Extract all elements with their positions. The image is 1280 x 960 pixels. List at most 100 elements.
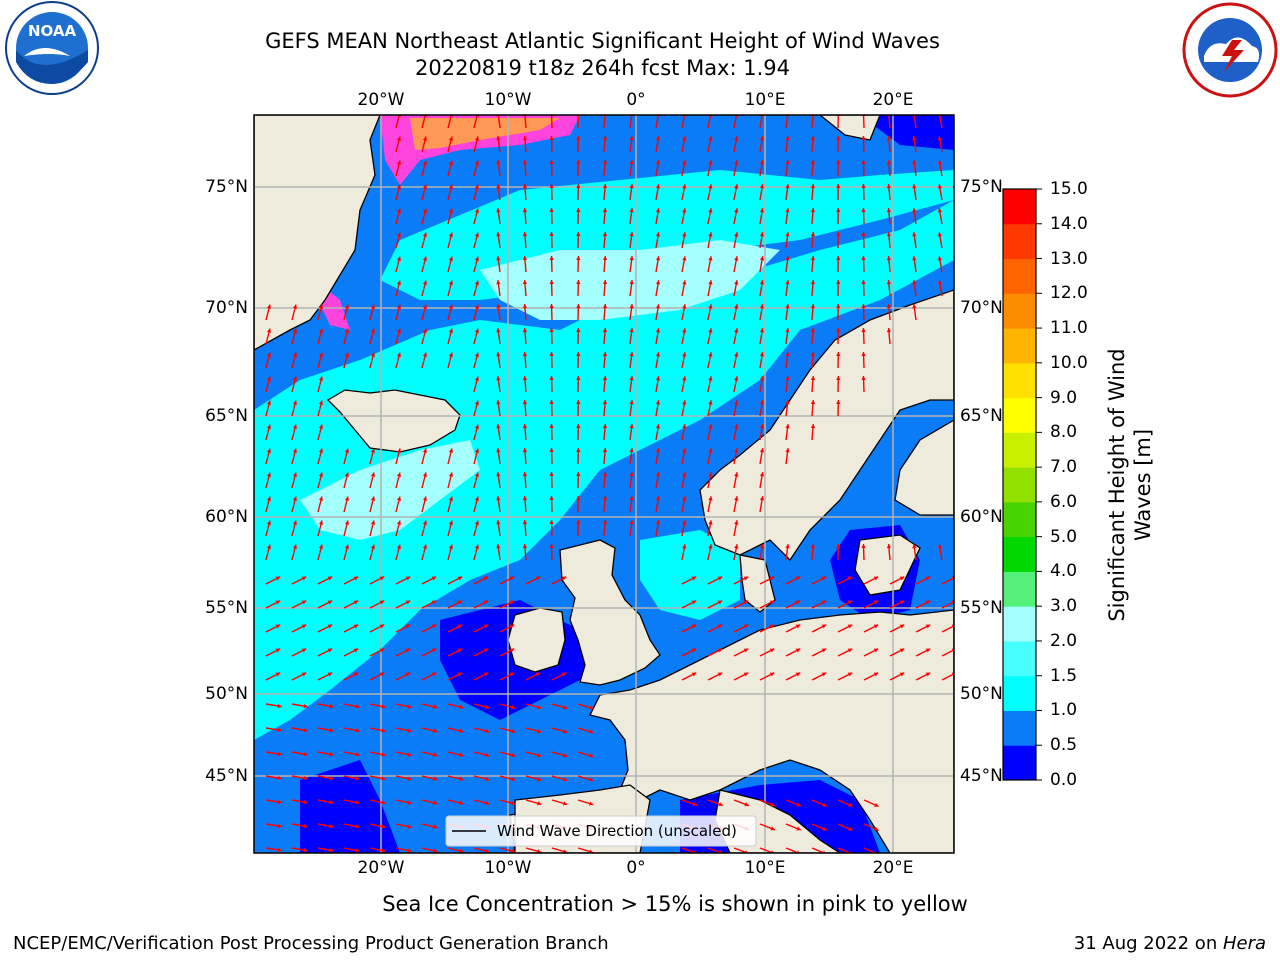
wave-arrowhead xyxy=(629,160,634,165)
wave-arrowhead xyxy=(810,424,816,429)
wave-arrowhead xyxy=(496,328,501,333)
wave-arrowhead xyxy=(496,448,501,453)
wave-arrowhead xyxy=(769,648,775,653)
colorbar-segment xyxy=(1003,189,1036,225)
wave-arrowhead xyxy=(396,472,402,477)
colorbar-tick-label: 13.0 xyxy=(1050,248,1088,269)
wave-arrowhead xyxy=(379,648,385,653)
wave-arrowhead xyxy=(588,705,594,710)
wave-arrowhead xyxy=(886,280,892,285)
wave-arrowhead xyxy=(602,424,608,429)
wave-arrowhead xyxy=(886,184,892,189)
wave-arrowhead xyxy=(759,304,765,309)
wave-arrow xyxy=(759,115,763,129)
wave-arrowhead xyxy=(327,648,333,653)
wave-arrowhead xyxy=(770,826,775,831)
wave-arrowhead xyxy=(422,352,428,357)
wave-arrow xyxy=(863,847,877,853)
wave-arrowhead xyxy=(549,496,554,501)
wave-arrowhead xyxy=(717,624,723,629)
wave-arrowhead xyxy=(576,280,581,285)
wave-arrowhead xyxy=(485,728,490,734)
wave-arrowhead xyxy=(407,752,412,757)
lat-label-right: 75°N xyxy=(960,177,1003,197)
wave-arrowhead xyxy=(629,280,634,285)
wave-arrowhead xyxy=(537,801,542,806)
wave-arrowhead xyxy=(381,848,386,853)
wave-arrowhead xyxy=(537,849,542,853)
wave-arrowhead xyxy=(810,136,816,141)
wave-arrowhead xyxy=(549,280,554,285)
wave-arrowhead xyxy=(821,576,827,581)
wave-arrowhead xyxy=(422,280,428,285)
lat-label-left: 75°N xyxy=(205,177,248,197)
wave-arrowhead xyxy=(861,544,866,549)
wave-arrowhead xyxy=(381,824,386,829)
wave-arrowhead xyxy=(588,753,594,758)
wave-arrowhead xyxy=(861,256,866,261)
colorbar-label-line-1: Significant Height of Wind xyxy=(1105,348,1129,622)
wave-arrowhead xyxy=(277,751,282,757)
lon-label-bottom: 0° xyxy=(626,858,646,878)
wave-arrowhead xyxy=(396,352,402,357)
wave-arrowhead xyxy=(522,448,528,453)
wave-arrowhead xyxy=(474,256,480,261)
wave-arrowhead xyxy=(355,776,360,781)
wave-arrowhead xyxy=(522,136,528,141)
wave-arrowhead xyxy=(396,304,402,309)
wave-arrowhead xyxy=(292,328,298,333)
wave-arrowhead xyxy=(562,777,568,782)
wave-arrowhead xyxy=(810,544,816,549)
wave-arrowhead xyxy=(743,624,749,629)
wave-arrowhead xyxy=(303,847,308,853)
wave-arrowhead xyxy=(576,304,581,309)
wave-arrowhead xyxy=(379,624,385,629)
wave-arrowhead xyxy=(549,544,554,549)
wave-arrow xyxy=(811,115,814,129)
wave-arrowhead xyxy=(899,672,905,677)
land-svalbard xyxy=(818,115,881,141)
wave-arrowhead xyxy=(717,600,723,605)
colorbar-tick-label: 12.0 xyxy=(1050,283,1088,304)
wave-arrowhead xyxy=(396,496,402,501)
wave-arrowhead xyxy=(734,544,739,549)
wave-arrowhead xyxy=(836,544,841,549)
colorbar-tick-label: 11.0 xyxy=(1050,318,1088,339)
wave-arrowhead xyxy=(301,600,307,605)
wave-arrowhead xyxy=(682,448,687,453)
wave-arrowhead xyxy=(759,160,765,165)
wave-arrowhead xyxy=(355,704,360,709)
wave-arrowhead xyxy=(496,304,501,309)
wave-arrowhead xyxy=(821,624,827,629)
wave-arrowhead xyxy=(344,304,350,309)
wave-arrowhead xyxy=(743,648,749,653)
arrow-legend xyxy=(445,815,757,847)
wave-arrowhead xyxy=(496,136,501,141)
wave-arrowhead xyxy=(708,448,713,453)
wave-arrowhead xyxy=(448,256,454,261)
wave-arrowhead xyxy=(836,376,841,381)
wave-arrowhead xyxy=(448,520,454,525)
wave-arrowhead xyxy=(535,672,541,677)
wave-arrowhead xyxy=(682,376,687,381)
wave-arrowhead xyxy=(407,824,412,829)
wave-arrowhead xyxy=(459,848,464,853)
wave-arrowhead xyxy=(734,136,739,141)
wave-arrowhead xyxy=(602,496,608,501)
wave-arrowhead xyxy=(407,704,412,709)
wave-arrowhead xyxy=(785,160,790,165)
wave-arrowhead xyxy=(937,232,943,237)
wave-arrowhead xyxy=(396,160,402,165)
wave-arrowhead xyxy=(537,729,542,734)
wave-arrowhead xyxy=(370,472,376,477)
wave-arrowhead xyxy=(836,280,841,285)
wave-arrowhead xyxy=(785,424,790,429)
lon-label-top: 20°E xyxy=(872,90,914,110)
wave-patch xyxy=(480,240,780,320)
wave-arrowhead xyxy=(266,376,272,381)
wave-arrow xyxy=(888,115,891,129)
wave-arrowhead xyxy=(655,232,661,237)
wave-arrowhead xyxy=(861,160,866,165)
wave-arrowhead xyxy=(433,704,438,709)
wave-arrowhead xyxy=(602,520,608,525)
